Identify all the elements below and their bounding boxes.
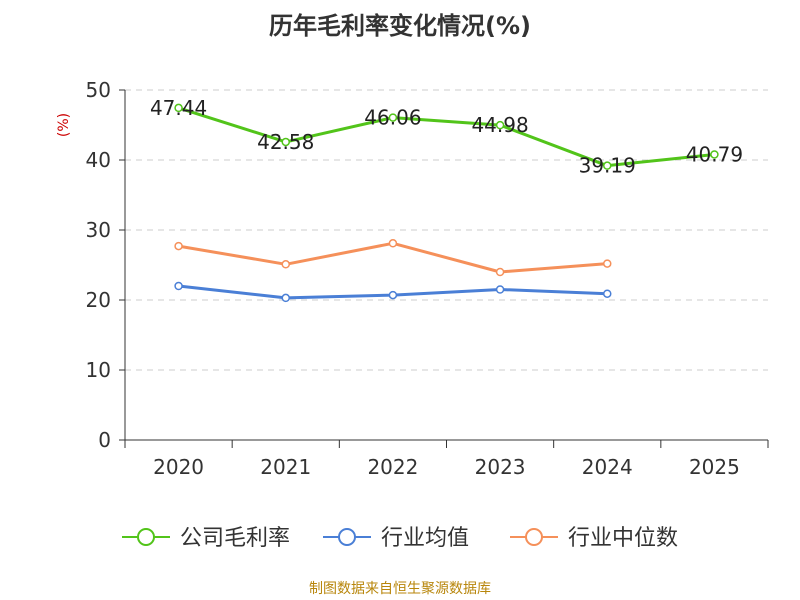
chart-title: 历年毛利率变化情况(%) — [269, 12, 531, 40]
x-tick-label: 2021 — [260, 455, 311, 479]
x-tick-label: 2020 — [153, 455, 204, 479]
source-note: 制图数据来自恒生聚源数据库 — [309, 581, 491, 597]
legend-marker — [338, 528, 356, 546]
data-point — [603, 259, 612, 268]
data-point — [388, 290, 398, 300]
data-point — [174, 103, 183, 113]
data-point — [603, 289, 612, 298]
data-point — [495, 285, 505, 294]
x-tick-label: 2022 — [367, 455, 418, 479]
legend-label: 行业中位数 — [568, 526, 678, 551]
series-line — [178, 106, 715, 168]
y-tick-label: 30 — [86, 218, 111, 242]
data-label: 44.98 — [471, 113, 528, 137]
data-label: 46.06 — [364, 106, 421, 130]
y-tick-label: 50 — [86, 78, 111, 102]
data-point — [174, 281, 183, 291]
y-tick-label: 0 — [98, 428, 111, 452]
y-axis-label: (%) — [56, 113, 72, 137]
data-point — [603, 161, 612, 170]
data-label: 40.79 — [686, 142, 743, 166]
data-point — [388, 113, 398, 122]
y-tick-label: 10 — [86, 358, 111, 382]
data-point — [174, 241, 183, 251]
x-tick-label: 2023 — [475, 455, 526, 479]
data-label: 47.44 — [150, 96, 207, 120]
y-tick-label: 20 — [86, 288, 111, 312]
data-point — [710, 150, 719, 159]
legend-marker — [137, 528, 155, 546]
legend-marker — [525, 528, 543, 546]
x-tick-label: 2024 — [582, 455, 633, 479]
series-line — [178, 241, 608, 274]
data-point — [281, 293, 290, 303]
data-point — [281, 137, 290, 147]
data-label: 42.58 — [257, 130, 314, 154]
y-tick-label: 40 — [86, 148, 111, 172]
legend-label: 行业均值 — [381, 526, 469, 551]
data-point — [281, 260, 290, 269]
legend-label: 公司毛利率 — [180, 526, 290, 551]
x-tick-label: 2025 — [689, 455, 740, 479]
data-point — [388, 239, 398, 248]
data-point — [495, 267, 505, 277]
data-label: 39.19 — [579, 154, 636, 178]
data-point — [495, 120, 505, 130]
